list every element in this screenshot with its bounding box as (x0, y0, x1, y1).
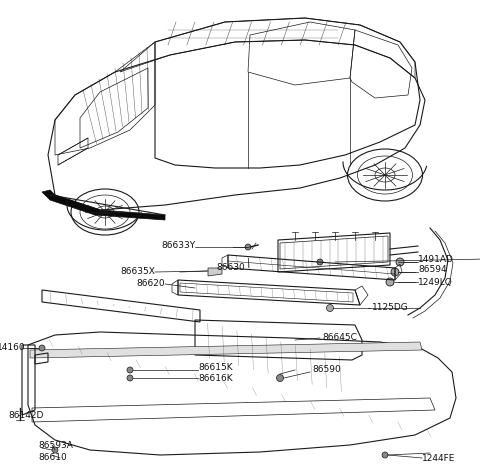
Text: 1491AD: 1491AD (418, 255, 454, 264)
Text: 86610: 86610 (38, 453, 67, 462)
Text: 1125DG: 1125DG (372, 304, 409, 313)
Circle shape (396, 258, 404, 266)
Text: 1249LQ: 1249LQ (418, 278, 453, 287)
Circle shape (127, 375, 133, 381)
Circle shape (127, 367, 133, 373)
Text: 86635X: 86635X (120, 268, 155, 277)
Circle shape (386, 278, 394, 286)
Circle shape (52, 447, 58, 453)
Polygon shape (42, 190, 165, 220)
Text: 86615K: 86615K (198, 363, 233, 373)
Text: 86594: 86594 (418, 265, 446, 274)
Circle shape (382, 452, 388, 458)
Text: 86630: 86630 (216, 263, 245, 272)
Text: 86616K: 86616K (198, 374, 233, 383)
Text: 86593A: 86593A (38, 440, 73, 449)
Polygon shape (30, 342, 422, 358)
Text: 1244FE: 1244FE (422, 454, 456, 463)
Text: 86620: 86620 (136, 279, 165, 288)
Circle shape (317, 259, 323, 265)
Polygon shape (208, 268, 222, 276)
Circle shape (276, 375, 284, 382)
Text: 86633Y: 86633Y (161, 240, 195, 249)
Circle shape (39, 345, 45, 351)
Text: 86590: 86590 (312, 366, 341, 375)
Text: 86142D: 86142D (8, 411, 43, 420)
Circle shape (326, 305, 334, 312)
Text: 14160: 14160 (0, 343, 26, 352)
Circle shape (245, 244, 251, 250)
Circle shape (391, 268, 399, 276)
Text: 86645C: 86645C (322, 333, 357, 342)
